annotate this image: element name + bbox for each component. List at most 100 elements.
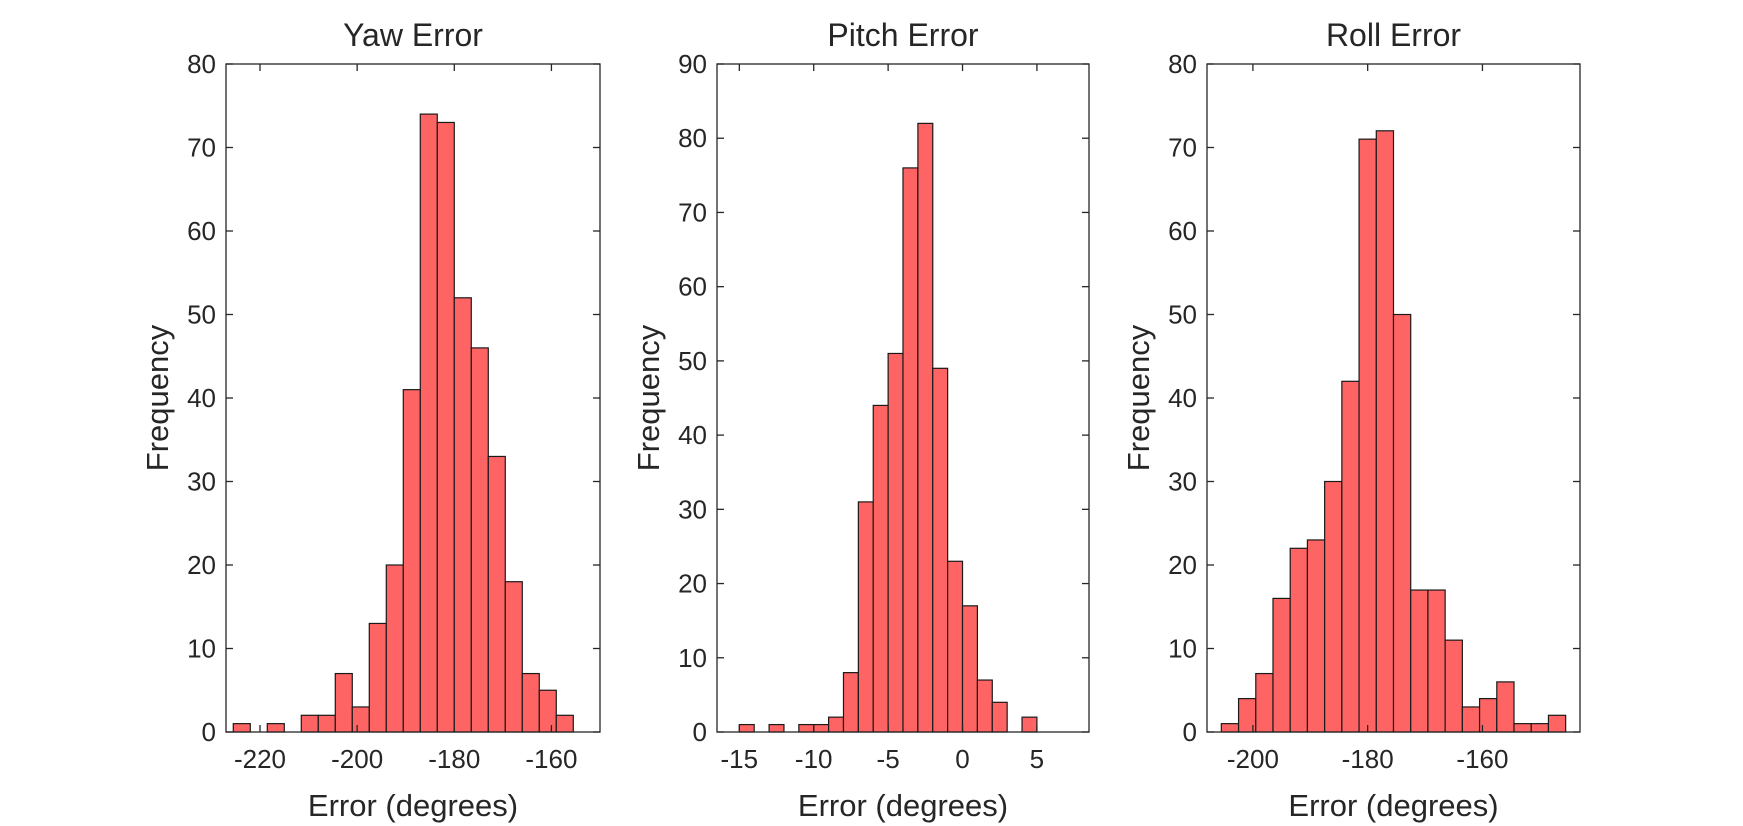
x-tick-label: -15 <box>721 744 759 774</box>
histogram-bar <box>555 714 574 733</box>
x-axis-label: Error (degrees) <box>798 788 1008 823</box>
histogram-bar <box>504 581 523 733</box>
histogram-bar <box>351 706 370 733</box>
x-tick-label: -220 <box>234 744 286 774</box>
histogram-bar <box>842 672 859 733</box>
x-axis-label: Error (degrees) <box>308 788 518 823</box>
x-tick-label: 0 <box>955 744 969 774</box>
y-tick-label: 50 <box>1168 300 1197 330</box>
y-tick-label: 30 <box>1168 467 1197 497</box>
histogram-bar <box>887 352 904 733</box>
histogram-bar <box>1444 639 1463 733</box>
histogram-bar <box>768 723 785 733</box>
histogram-bar <box>1021 716 1038 733</box>
histogram-bar <box>1255 672 1274 733</box>
chart-title: Pitch Error <box>827 17 978 53</box>
chart-title: Roll Error <box>1326 17 1461 53</box>
x-axis-label: Error (degrees) <box>1288 788 1498 823</box>
x-tick-label: -180 <box>428 744 480 774</box>
y-tick-label: 10 <box>187 634 216 664</box>
histogram-bar <box>1547 714 1567 733</box>
histogram-bar <box>487 455 506 733</box>
x-tick-label: -5 <box>877 744 900 774</box>
histogram-bar <box>266 723 285 733</box>
y-tick-label: 20 <box>678 569 707 599</box>
yaw-error-histogram: 0 10 20 30 40 50 60 70 80 -220 -200 -180 -160 Yaw Err… <box>140 17 601 823</box>
histogram-bar <box>1410 589 1429 733</box>
histogram-bar <box>947 560 964 733</box>
histogram-bar <box>368 622 387 733</box>
y-tick-label: 50 <box>678 346 707 376</box>
histogram-bar <box>1306 539 1326 733</box>
histogram-bar <box>538 689 557 733</box>
pitch-error-histogram: 0 10 20 30 40 50 60 70 80 90 -15 -10 -5 0 5 Pitch Error… <box>631 17 1090 823</box>
roll-error-histogram: 0 10 20 30 40 50 60 70 80 -200 -180 -160 Roll Error E… <box>1121 17 1581 823</box>
histogram-bar <box>902 167 919 733</box>
y-tick-label: 30 <box>187 467 216 497</box>
y-tick-label: 40 <box>187 383 216 413</box>
histogram-bar <box>976 679 993 733</box>
y-tick-label: 60 <box>1168 216 1197 246</box>
y-tick-label: 40 <box>678 420 707 450</box>
histogram-bar <box>1375 130 1395 733</box>
histogram-bar <box>917 122 934 733</box>
x-tick-label: -200 <box>331 744 383 774</box>
y-tick-label: 0 <box>1183 717 1197 747</box>
y-tick-label: 20 <box>187 550 216 580</box>
histogram-bar <box>1341 380 1360 733</box>
histogram-bar <box>1220 723 1240 733</box>
chart-title: Yaw Error <box>343 17 483 53</box>
histogram-bar <box>813 723 830 733</box>
y-tick-label: 70 <box>187 133 216 163</box>
axes-box <box>716 63 1090 733</box>
histogram-bar <box>419 113 438 733</box>
histogram-bar <box>334 672 353 733</box>
histogram-bar <box>1427 589 1446 733</box>
y-tick-label: 0 <box>202 717 216 747</box>
histogram-bar <box>1289 547 1309 733</box>
histogram-bar <box>300 714 319 733</box>
histogram-bar <box>1513 723 1532 733</box>
histogram-bar <box>932 367 949 733</box>
histogram-bar <box>857 501 874 733</box>
y-tick-label: 80 <box>187 49 216 79</box>
histogram-bar <box>1272 597 1291 733</box>
x-tick-label: -10 <box>795 744 833 774</box>
y-tick-label: 20 <box>1168 550 1197 580</box>
histogram-bar <box>1392 313 1412 733</box>
histogram-bar <box>402 389 421 733</box>
y-tick-label: 70 <box>1168 133 1197 163</box>
histogram-bar <box>1496 681 1515 733</box>
histogram-bar <box>1530 723 1550 733</box>
histogram-bar <box>738 723 755 733</box>
histogram-bar <box>1461 706 1481 733</box>
y-tick-label: 0 <box>693 717 707 747</box>
histogram-bar <box>232 723 251 733</box>
histogram-bar <box>317 714 336 733</box>
y-tick-label: 80 <box>1168 49 1197 79</box>
y-tick-label: 70 <box>678 197 707 227</box>
histogram-bar <box>991 701 1008 733</box>
y-tick-label: 80 <box>678 123 707 153</box>
histogram-bar <box>1358 138 1377 733</box>
y-tick-label: 60 <box>678 272 707 302</box>
x-tick-label: -200 <box>1227 744 1279 774</box>
histogram-bar <box>521 672 540 733</box>
histogram-bar <box>385 564 404 733</box>
histogram-bar <box>798 723 815 733</box>
histogram-bar <box>436 121 455 733</box>
y-tick-label: 90 <box>678 49 707 79</box>
x-tick-label: -160 <box>1456 744 1508 774</box>
x-tick-label: 5 <box>1030 744 1044 774</box>
histogram-bar <box>961 605 979 733</box>
x-tick-label: -160 <box>525 744 577 774</box>
x-tick-label: -180 <box>1342 744 1394 774</box>
y-tick-label: 40 <box>1168 383 1197 413</box>
y-tick-label: 30 <box>678 494 707 524</box>
histogram-bar <box>827 716 845 733</box>
y-tick-label: 10 <box>1168 634 1197 664</box>
y-tick-label: 60 <box>187 216 216 246</box>
y-tick-label: 50 <box>187 300 216 330</box>
histogram-bar <box>453 297 472 733</box>
